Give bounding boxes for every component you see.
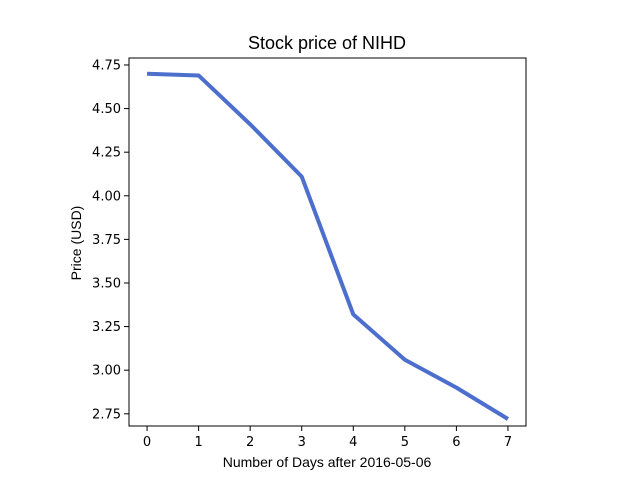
x-tick-label: 0 — [143, 435, 151, 450]
y-tick-label: 4.00 — [92, 189, 121, 204]
y-tick-label: 3.00 — [92, 364, 121, 379]
plot-frame — [128, 57, 527, 427]
series-group — [146, 71, 509, 421]
x-axis-label: Number of Days after 2016-05-06 — [223, 454, 432, 470]
y-tick-label: 3.25 — [92, 320, 121, 335]
y-tick-label: 4.50 — [92, 102, 121, 117]
price-series-line — [146, 71, 509, 421]
y-tick-label: 2.75 — [92, 407, 121, 422]
y-tick-label: 3.75 — [92, 233, 121, 248]
y-axis: 2.75 3.00 3.25 3.50 3.75 4.00 4.25 4.50 4.75 — [92, 58, 129, 422]
x-tick-label: 6 — [452, 435, 460, 450]
x-axis: 0 1 2 3 4 5 6 7 — [143, 426, 512, 450]
plot-area: 2.75 3.00 3.25 3.50 3.75 4.00 4.25 4.50 4.75 0 1 2… — [92, 57, 527, 450]
x-tick-label: 4 — [349, 435, 357, 450]
x-tick-label: 3 — [298, 435, 306, 450]
x-tick-label: 1 — [194, 435, 202, 450]
x-tick-label: 7 — [504, 435, 512, 450]
x-tick-label: 5 — [401, 435, 409, 450]
x-tick-label: 2 — [246, 435, 254, 450]
y-axis-label: Price (USD) — [68, 206, 84, 281]
y-tick-label: 3.50 — [92, 276, 121, 291]
y-tick-label: 4.25 — [92, 146, 121, 161]
y-tick-label: 4.75 — [92, 58, 121, 73]
chart-title: Stock price of NIHD — [248, 33, 406, 53]
